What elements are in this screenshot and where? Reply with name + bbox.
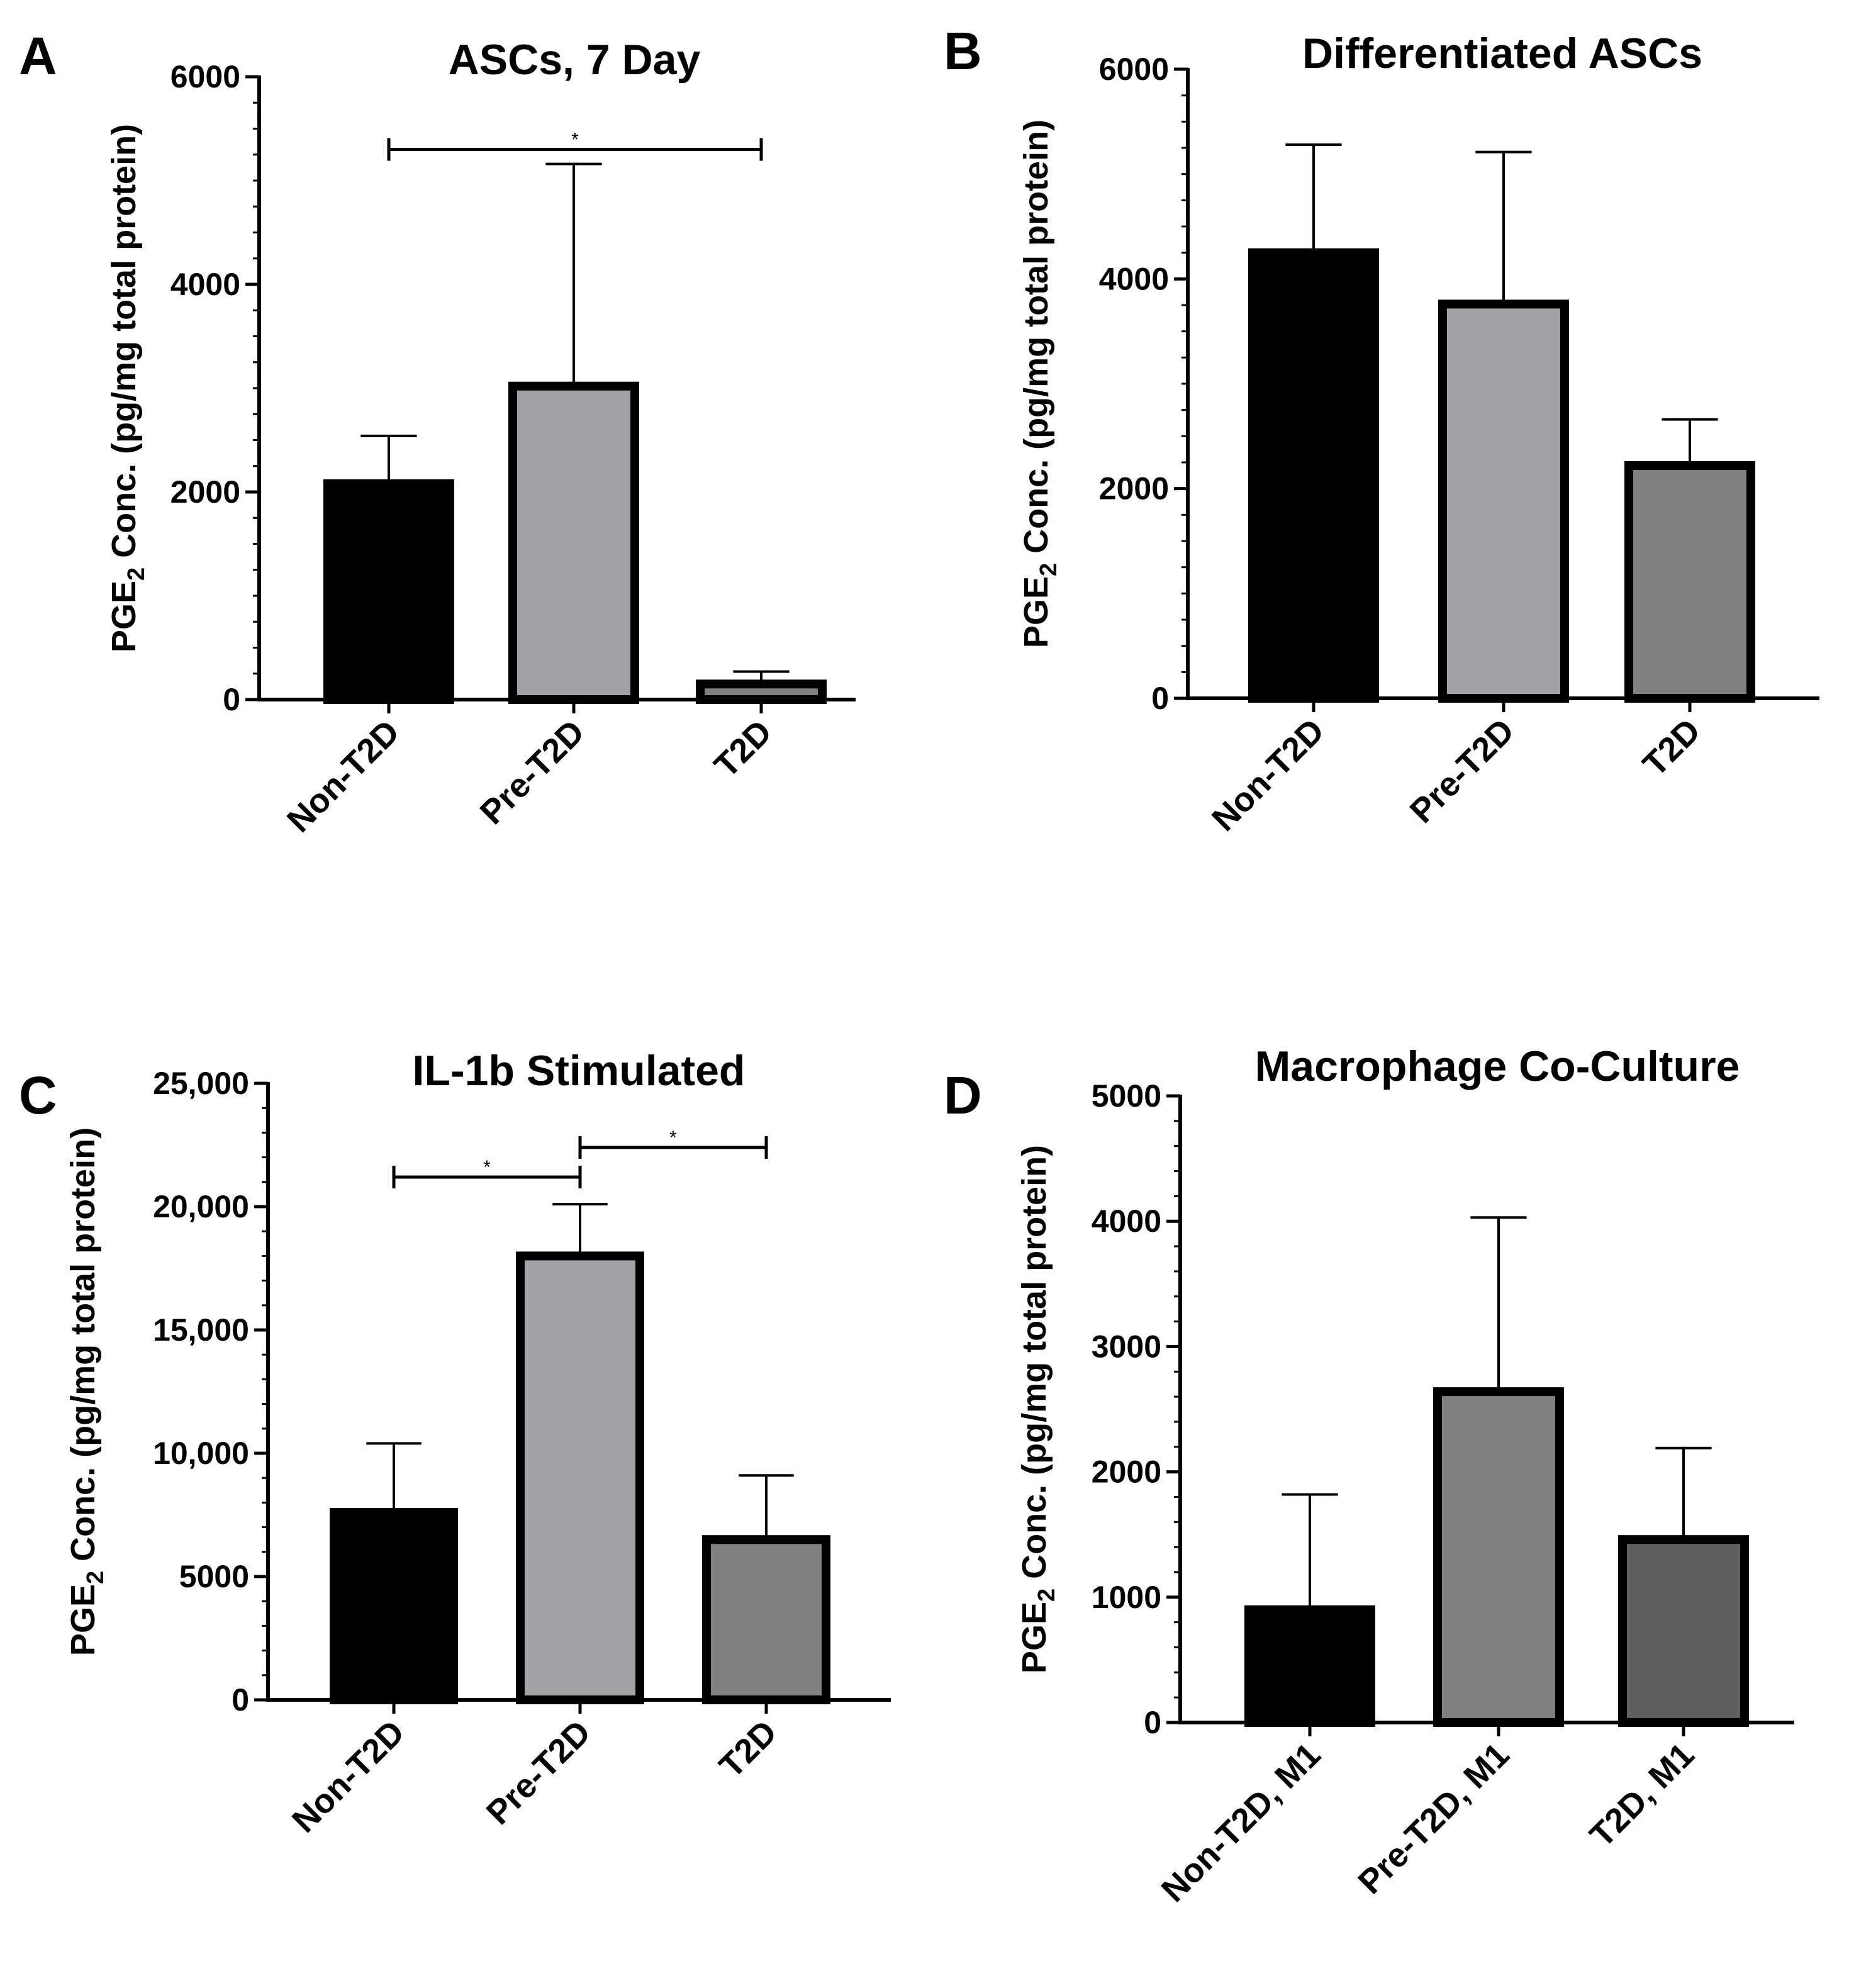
bar (1244, 1605, 1375, 1727)
y-axis-label-subscript: 2 (123, 567, 150, 581)
y-tick-label: 3000 (1092, 1329, 1161, 1364)
y-axis-label-subscript: 2 (1034, 1589, 1060, 1602)
bar (516, 1251, 644, 1704)
y-tick-label: 10,000 (153, 1436, 249, 1471)
chart-title: Macrophage Co-Culture (1255, 1042, 1740, 1090)
x-tick-label: T2D, M1 (1583, 1736, 1702, 1855)
bar (1438, 299, 1569, 703)
bar (323, 479, 454, 704)
y-tick-label: 6000 (1099, 52, 1169, 87)
chart-title: IL-1b Stimulated (413, 1047, 746, 1095)
y-axis-label-main: PGE (64, 1584, 102, 1656)
bar (1624, 461, 1755, 703)
panel-b: B Differentiated ASCs PGE2 Conc. (pg/mg to… (944, 21, 1819, 839)
y-axis-label: PGE2 Conc. (pg/mg total protein) (105, 124, 150, 652)
x-tick-label: Non-T2D, M1 (1154, 1736, 1328, 1909)
y-tick-label: 5000 (1092, 1078, 1161, 1114)
y-tick-label: 2000 (1092, 1455, 1161, 1490)
bar (1618, 1535, 1749, 1727)
bar (1248, 248, 1379, 703)
panel-letter: B (944, 21, 982, 81)
y-axis-label-main: PGE (1017, 576, 1055, 648)
panel-c: C IL-1b Stimulated PGE2 Conc. (pg/mg total… (19, 1047, 891, 1840)
y-tick-label: 6000 (170, 59, 240, 94)
y-axis-label-main: PGE (105, 581, 143, 652)
bar (508, 381, 639, 704)
x-tick-label: T2D (712, 1713, 785, 1785)
y-tick-label: 0 (1144, 1705, 1161, 1740)
y-tick-label: 4000 (1099, 261, 1169, 296)
y-tick-label: 20,000 (153, 1189, 249, 1224)
panel-letter: C (19, 1066, 57, 1125)
x-tick-label: Non-T2D (285, 1713, 412, 1840)
y-tick-label: 1000 (1092, 1580, 1161, 1615)
y-axis-label: PGE2 Conc. (pg/mg total protein) (1015, 1145, 1060, 1673)
y-axis-label-rest: Conc. (pg/mg total protein) (105, 124, 143, 567)
y-axis-label-subscript: 2 (1036, 563, 1062, 576)
x-tick-label: Pre-T2D, M1 (1351, 1736, 1516, 1901)
y-tick-label: 0 (1151, 681, 1169, 716)
x-tick-label: Pre-T2D (1403, 712, 1522, 830)
bar (702, 1535, 830, 1704)
x-tick-label: Pre-T2D (479, 1713, 598, 1832)
significance-label: * (483, 1157, 491, 1178)
x-tick-label: Non-T2D (1205, 712, 1332, 839)
bar (696, 679, 827, 704)
y-axis-label-rest: Conc. (pg/mg total protein) (64, 1127, 102, 1571)
y-axis-label-rest: Conc. (pg/mg total protein) (1017, 120, 1055, 563)
x-tick-label: T2D (1636, 712, 1708, 784)
x-tick-label: Pre-T2D (473, 713, 592, 832)
y-axis-label-rest: Conc. (pg/mg total protein) (1015, 1145, 1053, 1589)
bar (1433, 1387, 1564, 1728)
y-tick-label: 5000 (179, 1559, 249, 1594)
chart-title: Differentiated ASCs (1302, 30, 1702, 77)
panel-a: A ASCs, 7 Day PGE2 Conc. (pg/mg total prot… (19, 26, 856, 840)
chart-title: ASCs, 7 Day (449, 36, 701, 84)
y-axis-label: PGE2 Conc. (pg/mg total protein) (1017, 120, 1062, 648)
y-axis-label-subscript: 2 (82, 1571, 109, 1584)
y-tick-label: 4000 (1092, 1203, 1161, 1239)
y-tick-label: 15,000 (153, 1312, 249, 1348)
y-tick-label: 25,000 (153, 1066, 249, 1101)
y-tick-label: 0 (223, 682, 240, 717)
y-tick-label: 2000 (170, 474, 240, 510)
panel-letter: A (19, 26, 57, 86)
y-tick-label: 4000 (170, 267, 240, 302)
significance-label: * (571, 130, 579, 150)
panel-d: D Macrophage Co-Culture PGE2 Conc. (pg/mg … (944, 1042, 1794, 1909)
panel-letter: D (944, 1066, 982, 1125)
x-tick-label: Non-T2D (280, 713, 407, 840)
y-tick-label: 0 (232, 1682, 249, 1717)
y-tick-label: 2000 (1099, 471, 1169, 506)
x-tick-label: T2D (707, 713, 779, 785)
y-axis-label-main: PGE (1015, 1602, 1053, 1673)
bar (330, 1508, 458, 1705)
y-axis-label: PGE2 Conc. (pg/mg total protein) (64, 1127, 109, 1656)
significance-label: * (669, 1127, 677, 1148)
